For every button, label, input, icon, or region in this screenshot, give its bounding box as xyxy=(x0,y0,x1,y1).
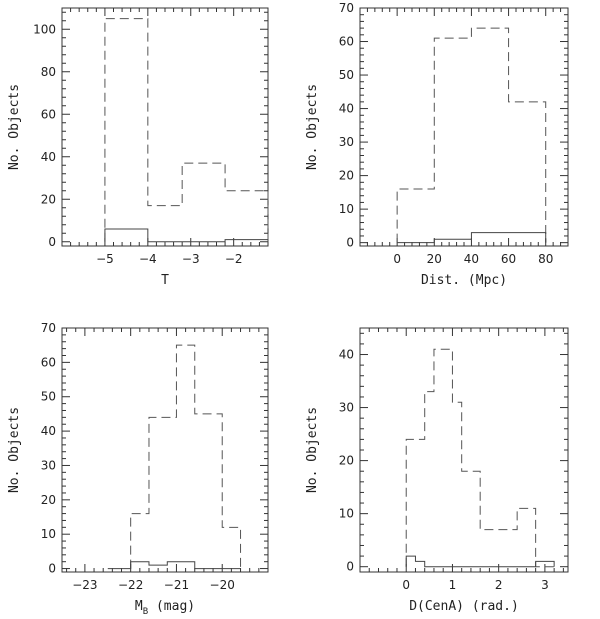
x-tick-label: 20 xyxy=(427,252,442,266)
y-tick-label: 70 xyxy=(339,1,354,15)
x-tick-label: 40 xyxy=(464,252,479,266)
x-tick-label: −22 xyxy=(118,578,143,592)
plot-frame xyxy=(61,7,269,247)
x-tick-label: 80 xyxy=(538,252,553,266)
y-tick-label: 40 xyxy=(339,348,354,362)
histogram-panel-3: −23 −22 −21 −20 0 10 20 30 40 50 60 70 MB (mag) No. O… xyxy=(7,321,269,617)
y-tick-label: 30 xyxy=(41,458,56,472)
y-tick-label: 100 xyxy=(33,22,56,36)
histogram-solid-series xyxy=(397,232,547,244)
x-axis-label: D(CenA) (rad.) xyxy=(409,599,519,614)
histogram-panel-1: −5 −4 −3 −2 0 20 40 60 80 100 T No. Objects xyxy=(7,7,269,288)
x-tick-label: −3 xyxy=(182,252,200,266)
histogram-dashed-series xyxy=(130,344,242,569)
y-tick-label: 20 xyxy=(339,169,354,183)
x-tick-label: −23 xyxy=(72,578,97,592)
y-tick-label: 40 xyxy=(339,102,354,116)
histogram-solid-series xyxy=(104,228,269,243)
plot-frame xyxy=(359,7,569,247)
y-tick-label: 0 xyxy=(48,235,56,249)
y-tick-label: 0 xyxy=(48,562,56,576)
histogram-solid-series xyxy=(107,561,241,570)
x-axis-label: MB (mag) xyxy=(135,599,195,617)
y-axis-label: No. Objects xyxy=(305,84,320,170)
y-tick-label: 70 xyxy=(41,321,56,335)
y-tick-label: 50 xyxy=(41,390,56,404)
y-tick-label: 60 xyxy=(41,107,56,121)
x-tick-label: −4 xyxy=(139,252,157,266)
x-tick-label: −2 xyxy=(225,252,243,266)
x-tick-label: 0 xyxy=(402,578,410,592)
y-tick-label: 10 xyxy=(339,507,354,521)
y-tick-label: 10 xyxy=(41,527,56,541)
x-tick-label: 2 xyxy=(495,578,503,592)
x-axis-label: Dist. (Mpc) xyxy=(421,273,507,288)
x-axis-label-main: M xyxy=(135,599,143,614)
x-tick-label: 60 xyxy=(501,252,516,266)
y-tick-label: 40 xyxy=(41,150,56,164)
histogram-dashed-series xyxy=(396,27,547,243)
x-axis-label: T xyxy=(161,273,169,288)
y-tick-label: 20 xyxy=(339,454,354,468)
y-tick-label: 60 xyxy=(41,355,56,369)
plot-frame xyxy=(359,327,569,573)
x-tick-label: −5 xyxy=(96,252,114,266)
y-tick-label: 50 xyxy=(339,68,354,82)
y-axis-label: No. Objects xyxy=(7,84,22,170)
y-tick-label: 20 xyxy=(41,493,56,507)
y-axis-label: No. Objects xyxy=(305,407,320,493)
histogram-solid-series xyxy=(405,555,555,568)
y-tick-label: 60 xyxy=(339,35,354,49)
y-tick-label: 30 xyxy=(339,401,354,415)
y-tick-label: 20 xyxy=(41,192,56,206)
x-tick-label: 3 xyxy=(541,578,549,592)
histogram-dashed-series xyxy=(104,18,269,242)
y-axis-label: No. Objects xyxy=(7,407,22,493)
x-tick-label: 0 xyxy=(393,252,401,266)
x-tick-label: 1 xyxy=(449,578,457,592)
histogram-panel-2: 0 20 40 60 80 0 10 20 30 40 50 60 70 Dist. (Mpc) No. O… xyxy=(305,1,569,288)
y-tick-label: 0 xyxy=(346,560,354,574)
x-axis-label-subscript: B xyxy=(143,607,148,617)
x-tick-label: −21 xyxy=(164,578,189,592)
y-tick-label: 80 xyxy=(41,65,56,79)
plot-frame xyxy=(61,327,269,573)
histogram-dashed-series xyxy=(405,348,555,568)
y-tick-label: 0 xyxy=(346,236,354,250)
x-axis-label-unit: (mag) xyxy=(148,599,195,614)
y-tick-label: 10 xyxy=(339,202,354,216)
x-tick-label: −20 xyxy=(210,578,235,592)
y-tick-label: 40 xyxy=(41,424,56,438)
y-tick-label: 30 xyxy=(339,135,354,149)
